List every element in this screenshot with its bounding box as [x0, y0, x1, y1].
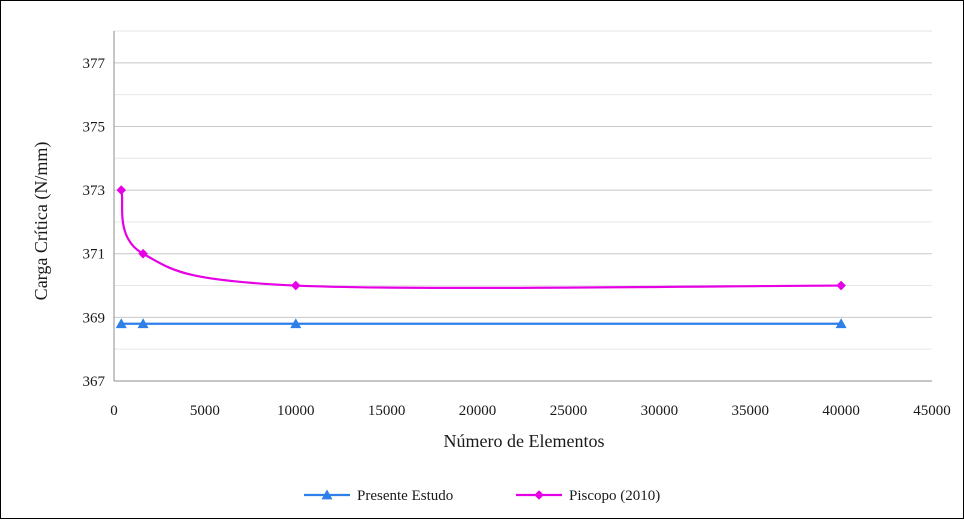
y-tick-label: 375	[83, 119, 106, 135]
grid-lines	[114, 30, 932, 350]
x-tick-label: 5000	[190, 403, 220, 419]
y-axis-title: Carga Crítica (N/mm)	[31, 142, 52, 301]
data-point-1	[115, 318, 127, 329]
data-point-2	[116, 185, 127, 195]
series-lines	[120, 189, 842, 325]
y-tick-label: 377	[83, 56, 106, 72]
x-tick-labels: 0 5000 10000 15000 20000 25000 30000 35000 40000…	[110, 403, 951, 419]
y-tick-labels: 367 369 371 373 375 377	[83, 56, 106, 390]
legend-label: Piscopo (2010)	[569, 488, 660, 504]
x-tick-label: 10000	[277, 403, 315, 419]
data-point-1	[290, 318, 302, 329]
plot-axes	[113, 31, 932, 382]
data-point-1	[137, 318, 149, 329]
x-tick-label: 0	[110, 403, 118, 419]
y-tick-label: 369	[83, 310, 106, 326]
data-point-1	[835, 318, 847, 329]
legend-label: Presente Estudo	[357, 488, 453, 504]
legend-swatch-marker	[534, 490, 544, 500]
x-tick-label: 25000	[550, 403, 588, 419]
data-point-2	[836, 280, 846, 291]
legend-swatch-marker	[321, 489, 333, 500]
data-point-2	[290, 280, 301, 291]
x-tick-label: 45000	[913, 403, 951, 419]
x-axis-title: Número de Elementos	[444, 431, 605, 451]
legend-item-2: Piscopo (2010)	[516, 488, 660, 504]
x-tick-label: 40000	[822, 403, 860, 419]
x-tick-label: 15000	[368, 403, 406, 419]
x-tick-label: 30000	[641, 403, 679, 419]
series-line-2	[120, 189, 842, 290]
data-point-2	[138, 248, 148, 259]
y-tick-label: 371	[83, 247, 106, 263]
x-tick-label: 20000	[459, 403, 497, 419]
y-tick-label: 373	[83, 183, 106, 199]
legend-item-1: Presente Estudo	[304, 488, 453, 504]
legend: Presente Estudo Piscopo (2010)	[304, 488, 660, 504]
series-markers	[115, 185, 847, 329]
x-tick-label: 35000	[731, 403, 769, 419]
y-tick-label: 367	[83, 374, 106, 390]
